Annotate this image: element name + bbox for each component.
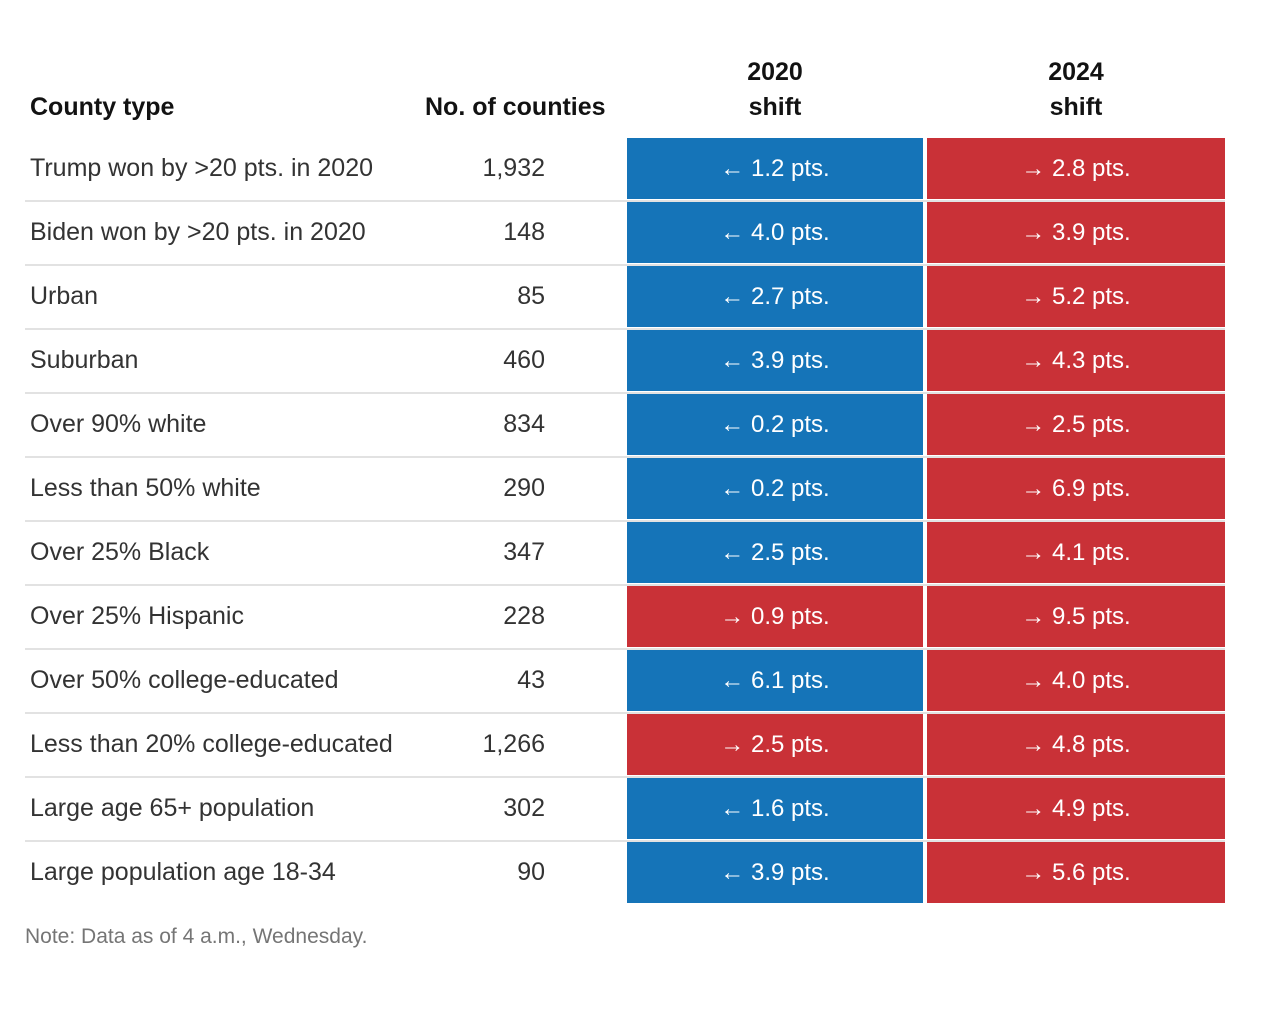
shift-2020-cell: ← 6.1 pts. — [627, 650, 923, 711]
column-gap — [545, 394, 627, 455]
county-type-label: Over 50% college-educated — [30, 666, 339, 694]
shift-2024-cell: → 5.2 pts. — [927, 266, 1225, 327]
column-gap — [545, 138, 627, 199]
header-2024-shift: 2024 shift — [927, 55, 1225, 125]
header-2024-line2: shift — [1049, 93, 1103, 121]
county-count-value: 347 — [503, 538, 545, 566]
column-gap — [545, 714, 627, 775]
county-type-label: Biden won by >20 pts. in 2020 — [30, 218, 366, 246]
column-gap — [545, 778, 627, 839]
column-gap — [545, 202, 627, 263]
shift-2020-cell: ← 1.2 pts. — [627, 138, 923, 199]
column-gap — [545, 522, 627, 583]
shift-2024-cell: → 4.8 pts. — [927, 714, 1225, 775]
table-row: Over 25% Hispanic 228 → 0.9 pts. → 9.5 pts. — [25, 586, 1280, 650]
shift-2024-cell: → 2.5 pts. — [927, 394, 1225, 455]
county-count-value: 43 — [517, 666, 545, 694]
shift-2024-cell: → 3.9 pts. — [927, 202, 1225, 263]
shift-2024-cell: → 4.9 pts. — [927, 778, 1225, 839]
shift-2024-cell: → 4.0 pts. — [927, 650, 1225, 711]
county-type-label: Urban — [30, 282, 99, 310]
footnote: Note: Data as of 4 a.m., Wednesday. — [25, 925, 368, 948]
column-gap — [545, 266, 627, 327]
header-2020-shift: 2020 shift — [627, 55, 923, 125]
column-gap — [545, 842, 627, 903]
county-count-value: 290 — [503, 474, 545, 502]
table-row: Suburban 460 ← 3.9 pts. → 4.3 pts. — [25, 330, 1280, 394]
header-county-type: County type — [30, 93, 175, 121]
shift-2020-cell: ← 0.2 pts. — [627, 394, 923, 455]
county-type-label: Trump won by >20 pts. in 2020 — [30, 154, 374, 182]
shift-2020-cell: ← 3.9 pts. — [627, 842, 923, 903]
county-type-label: Large population age 18-34 — [30, 858, 336, 886]
county-type-label: Over 90% white — [30, 410, 207, 438]
table-row: Biden won by >20 pts. in 2020 148 ← 4.0 pt… — [25, 202, 1280, 266]
county-type-label: Over 25% Hispanic — [30, 602, 244, 630]
shift-2024-cell: → 5.6 pts. — [927, 842, 1225, 903]
table-row: Large age 65+ population 302 ← 1.6 pts. → 4… — [25, 778, 1280, 842]
county-type-label: Less than 50% white — [30, 474, 261, 502]
county-count-value: 302 — [503, 794, 545, 822]
county-type-label: Suburban — [30, 346, 139, 374]
column-gap — [545, 650, 627, 711]
table-row: Over 50% college-educated 43 ← 6.1 pts. → 4… — [25, 650, 1280, 714]
county-count-value: 148 — [503, 218, 545, 246]
column-gap — [545, 586, 627, 647]
county-type-label: Less than 20% college-educated — [30, 730, 393, 758]
shift-2020-cell: ← 4.0 pts. — [627, 202, 923, 263]
county-count-value: 460 — [503, 346, 545, 374]
shift-2024-cell: → 4.3 pts. — [927, 330, 1225, 391]
county-count-value: 1,266 — [482, 730, 545, 758]
shift-2020-cell: ← 0.2 pts. — [627, 458, 923, 519]
table-row: Large population age 18-34 90 ← 3.9 pts. → … — [25, 842, 1280, 903]
table-row: Urban 85 ← 2.7 pts. → 5.2 pts. — [25, 266, 1280, 330]
county-count-value: 1,932 — [482, 154, 545, 182]
shift-2020-cell: → 0.9 pts. — [627, 586, 923, 647]
shift-2020-cell: ← 2.7 pts. — [627, 266, 923, 327]
table-row: Over 25% Black 347 ← 2.5 pts. → 4.1 pts. — [25, 522, 1280, 586]
county-count-value: 85 — [517, 282, 545, 310]
county-count-value: 834 — [503, 410, 545, 438]
county-count-value: 228 — [503, 602, 545, 630]
column-gap — [545, 330, 627, 391]
shift-2020-cell: → 2.5 pts. — [627, 714, 923, 775]
shift-2020-cell: ← 2.5 pts. — [627, 522, 923, 583]
county-count-value: 90 — [517, 858, 545, 886]
table-body: Trump won by >20 pts. in 2020 1,932 ← 1.2 … — [25, 138, 1280, 903]
header-2024-line1: 2024 — [1048, 58, 1104, 86]
shift-2024-cell: → 4.1 pts. — [927, 522, 1225, 583]
header-2020-line2: shift — [748, 93, 802, 121]
shift-2020-cell: ← 1.6 pts. — [627, 778, 923, 839]
header-no-of-counties: No. of counties — [425, 93, 606, 121]
table-row: Trump won by >20 pts. in 2020 1,932 ← 1.2 … — [25, 138, 1280, 202]
table-header: County type No. of counties 2020 shift 2… — [25, 55, 1280, 125]
shift-2024-cell: → 2.8 pts. — [927, 138, 1225, 199]
table-row: Less than 50% white 290 ← 0.2 pts. → 6.9 pt… — [25, 458, 1280, 522]
table-row: Less than 20% college-educated 1,266 → 2.5… — [25, 714, 1280, 778]
county-type-label: Large age 65+ population — [30, 794, 315, 822]
county-type-label: Over 25% Black — [30, 538, 210, 566]
shift-2024-cell: → 9.5 pts. — [927, 586, 1225, 647]
header-2020-line1: 2020 — [747, 58, 803, 86]
table-row: Over 90% white 834 ← 0.2 pts. → 2.5 pts. — [25, 394, 1280, 458]
shift-2024-cell: → 6.9 pts. — [927, 458, 1225, 519]
shift-2020-cell: ← 3.9 pts. — [627, 330, 923, 391]
column-gap — [545, 458, 627, 519]
